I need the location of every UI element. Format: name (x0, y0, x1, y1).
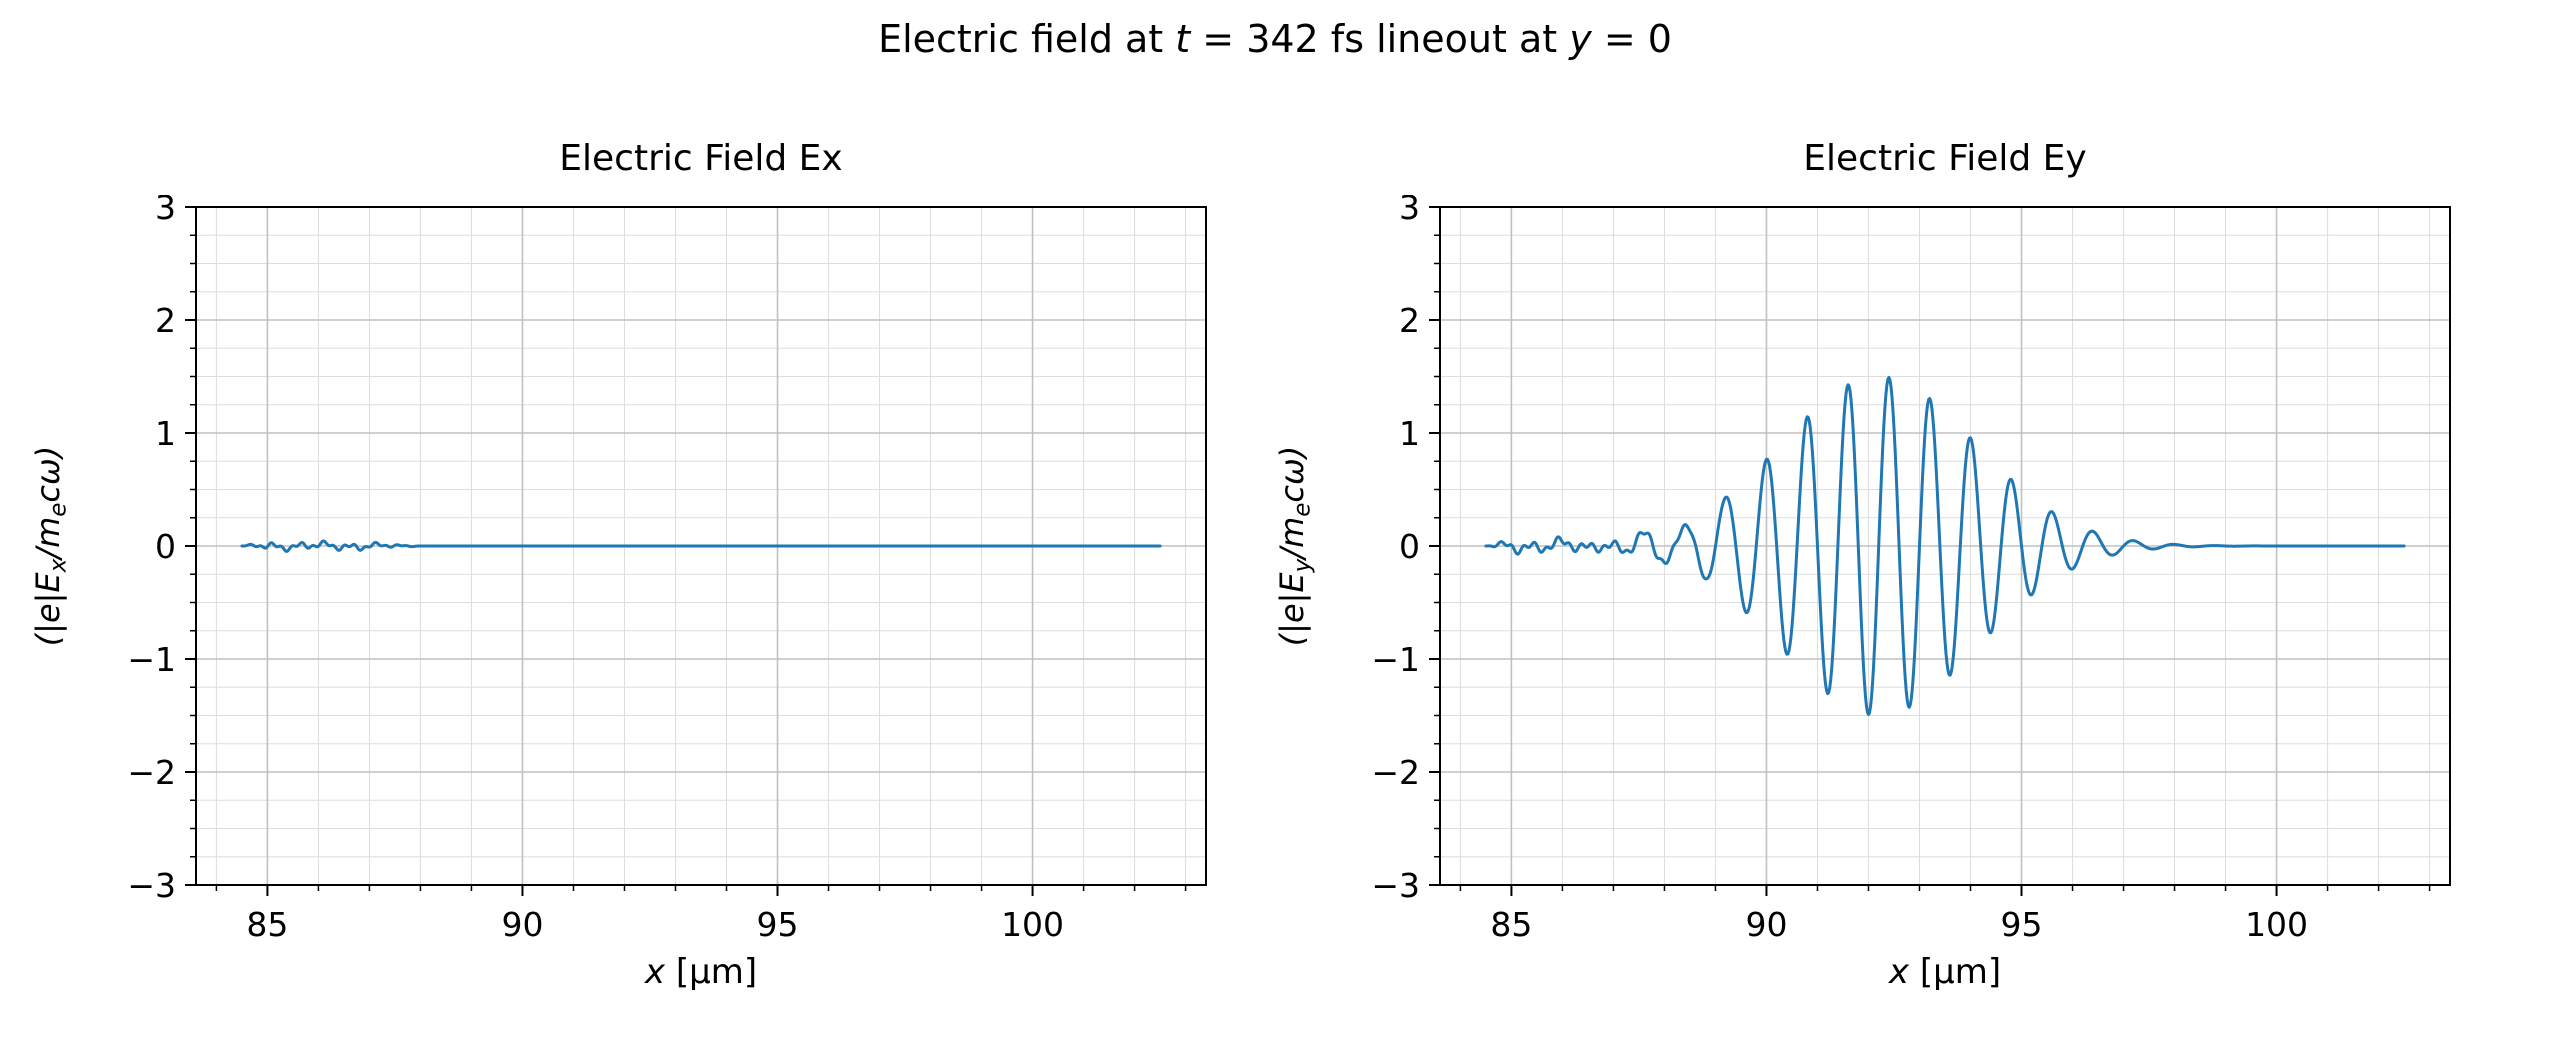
y-tick-label: −3 (127, 866, 176, 905)
ey-x-axis-label: x [μm] (1440, 952, 2450, 992)
y-tick-label: −1 (127, 640, 176, 679)
x-tick-label: 95 (2001, 905, 2043, 944)
y-tick-label: 0 (1399, 527, 1420, 566)
y-tick-label: −3 (1371, 866, 1420, 905)
ey-plot-area: 85 90 95 100 −3 −2 −1 0 1 2 3 (1371, 195, 2451, 944)
y-tick-label: 3 (155, 195, 176, 227)
figure-title-text: Electric field at (878, 17, 1176, 61)
x-tick-label: 85 (1490, 905, 1532, 944)
figure-title-text: = 0 (1591, 17, 1672, 61)
y-tick-label: −1 (1371, 640, 1420, 679)
x-tick-label: 90 (501, 905, 543, 944)
ex-ylabel-part: (|e|E (29, 572, 67, 647)
y-tick-label: 1 (1399, 414, 1420, 453)
ex-xlabel-variable: x (644, 952, 666, 992)
axes-spines (1439, 206, 2451, 886)
ey-line (1484, 375, 2406, 717)
x-tick-label: 100 (1001, 905, 1064, 944)
y-tick-label: 3 (1399, 195, 1420, 227)
ey-y-axis-label: (|e|Ey/mecω) (1270, 246, 1316, 846)
y-tick-label: −2 (127, 753, 176, 792)
y-tick-label: 1 (155, 414, 176, 453)
figure-title-t-variable: t (1175, 17, 1191, 61)
y-tick-label: 2 (155, 301, 176, 340)
ex-x-axis-label: x [μm] (196, 952, 1206, 992)
ey-xlabel-unit: [μm] (1909, 952, 2002, 992)
ex-ylabel-part: /m (29, 516, 67, 559)
ey-xlabel-variable: x (1888, 952, 1910, 992)
x-tick-label: 100 (2245, 905, 2308, 944)
axes-spines (195, 206, 1207, 886)
figure-title: Electric field at t = 342 fs lineout at … (0, 16, 2550, 62)
y-tick-label: 2 (1399, 301, 1420, 340)
ey-ylabel-subscript: e (1289, 502, 1316, 517)
ex-plot-area: 85 90 95 100 −3 −2 −1 0 1 2 3 (127, 195, 1207, 944)
ex-xlabel-unit: [μm] (665, 952, 758, 992)
y-tick-label: 0 (155, 527, 176, 566)
x-tick-label: 90 (1745, 905, 1787, 944)
x-tick-label: 85 (246, 905, 288, 944)
ey-ylabel-part: cω) (1273, 445, 1311, 503)
ey-ylabel-part: /m (1273, 516, 1311, 559)
ex-ylabel-part: cω) (29, 445, 67, 503)
figure-title-y-variable: y (1569, 17, 1592, 61)
ey-ylabel-subscript: y (1289, 558, 1316, 573)
ex-ylabel-subscript: e (45, 502, 72, 517)
ey-plot-title: Electric Field Ey (1803, 138, 2087, 179)
figure-title-text: = 342 fs lineout at (1190, 17, 1570, 61)
ex-ylabel-subscript: x (45, 558, 72, 573)
ey-ylabel-part: (|e|E (1273, 572, 1311, 647)
ex-plot-title: Electric Field Ex (559, 138, 843, 179)
ex-line (240, 539, 1162, 553)
ex-y-axis-label: (|e|Ex/mecω) (26, 246, 72, 846)
x-tick-label: 95 (757, 905, 799, 944)
y-tick-label: −2 (1371, 753, 1420, 792)
